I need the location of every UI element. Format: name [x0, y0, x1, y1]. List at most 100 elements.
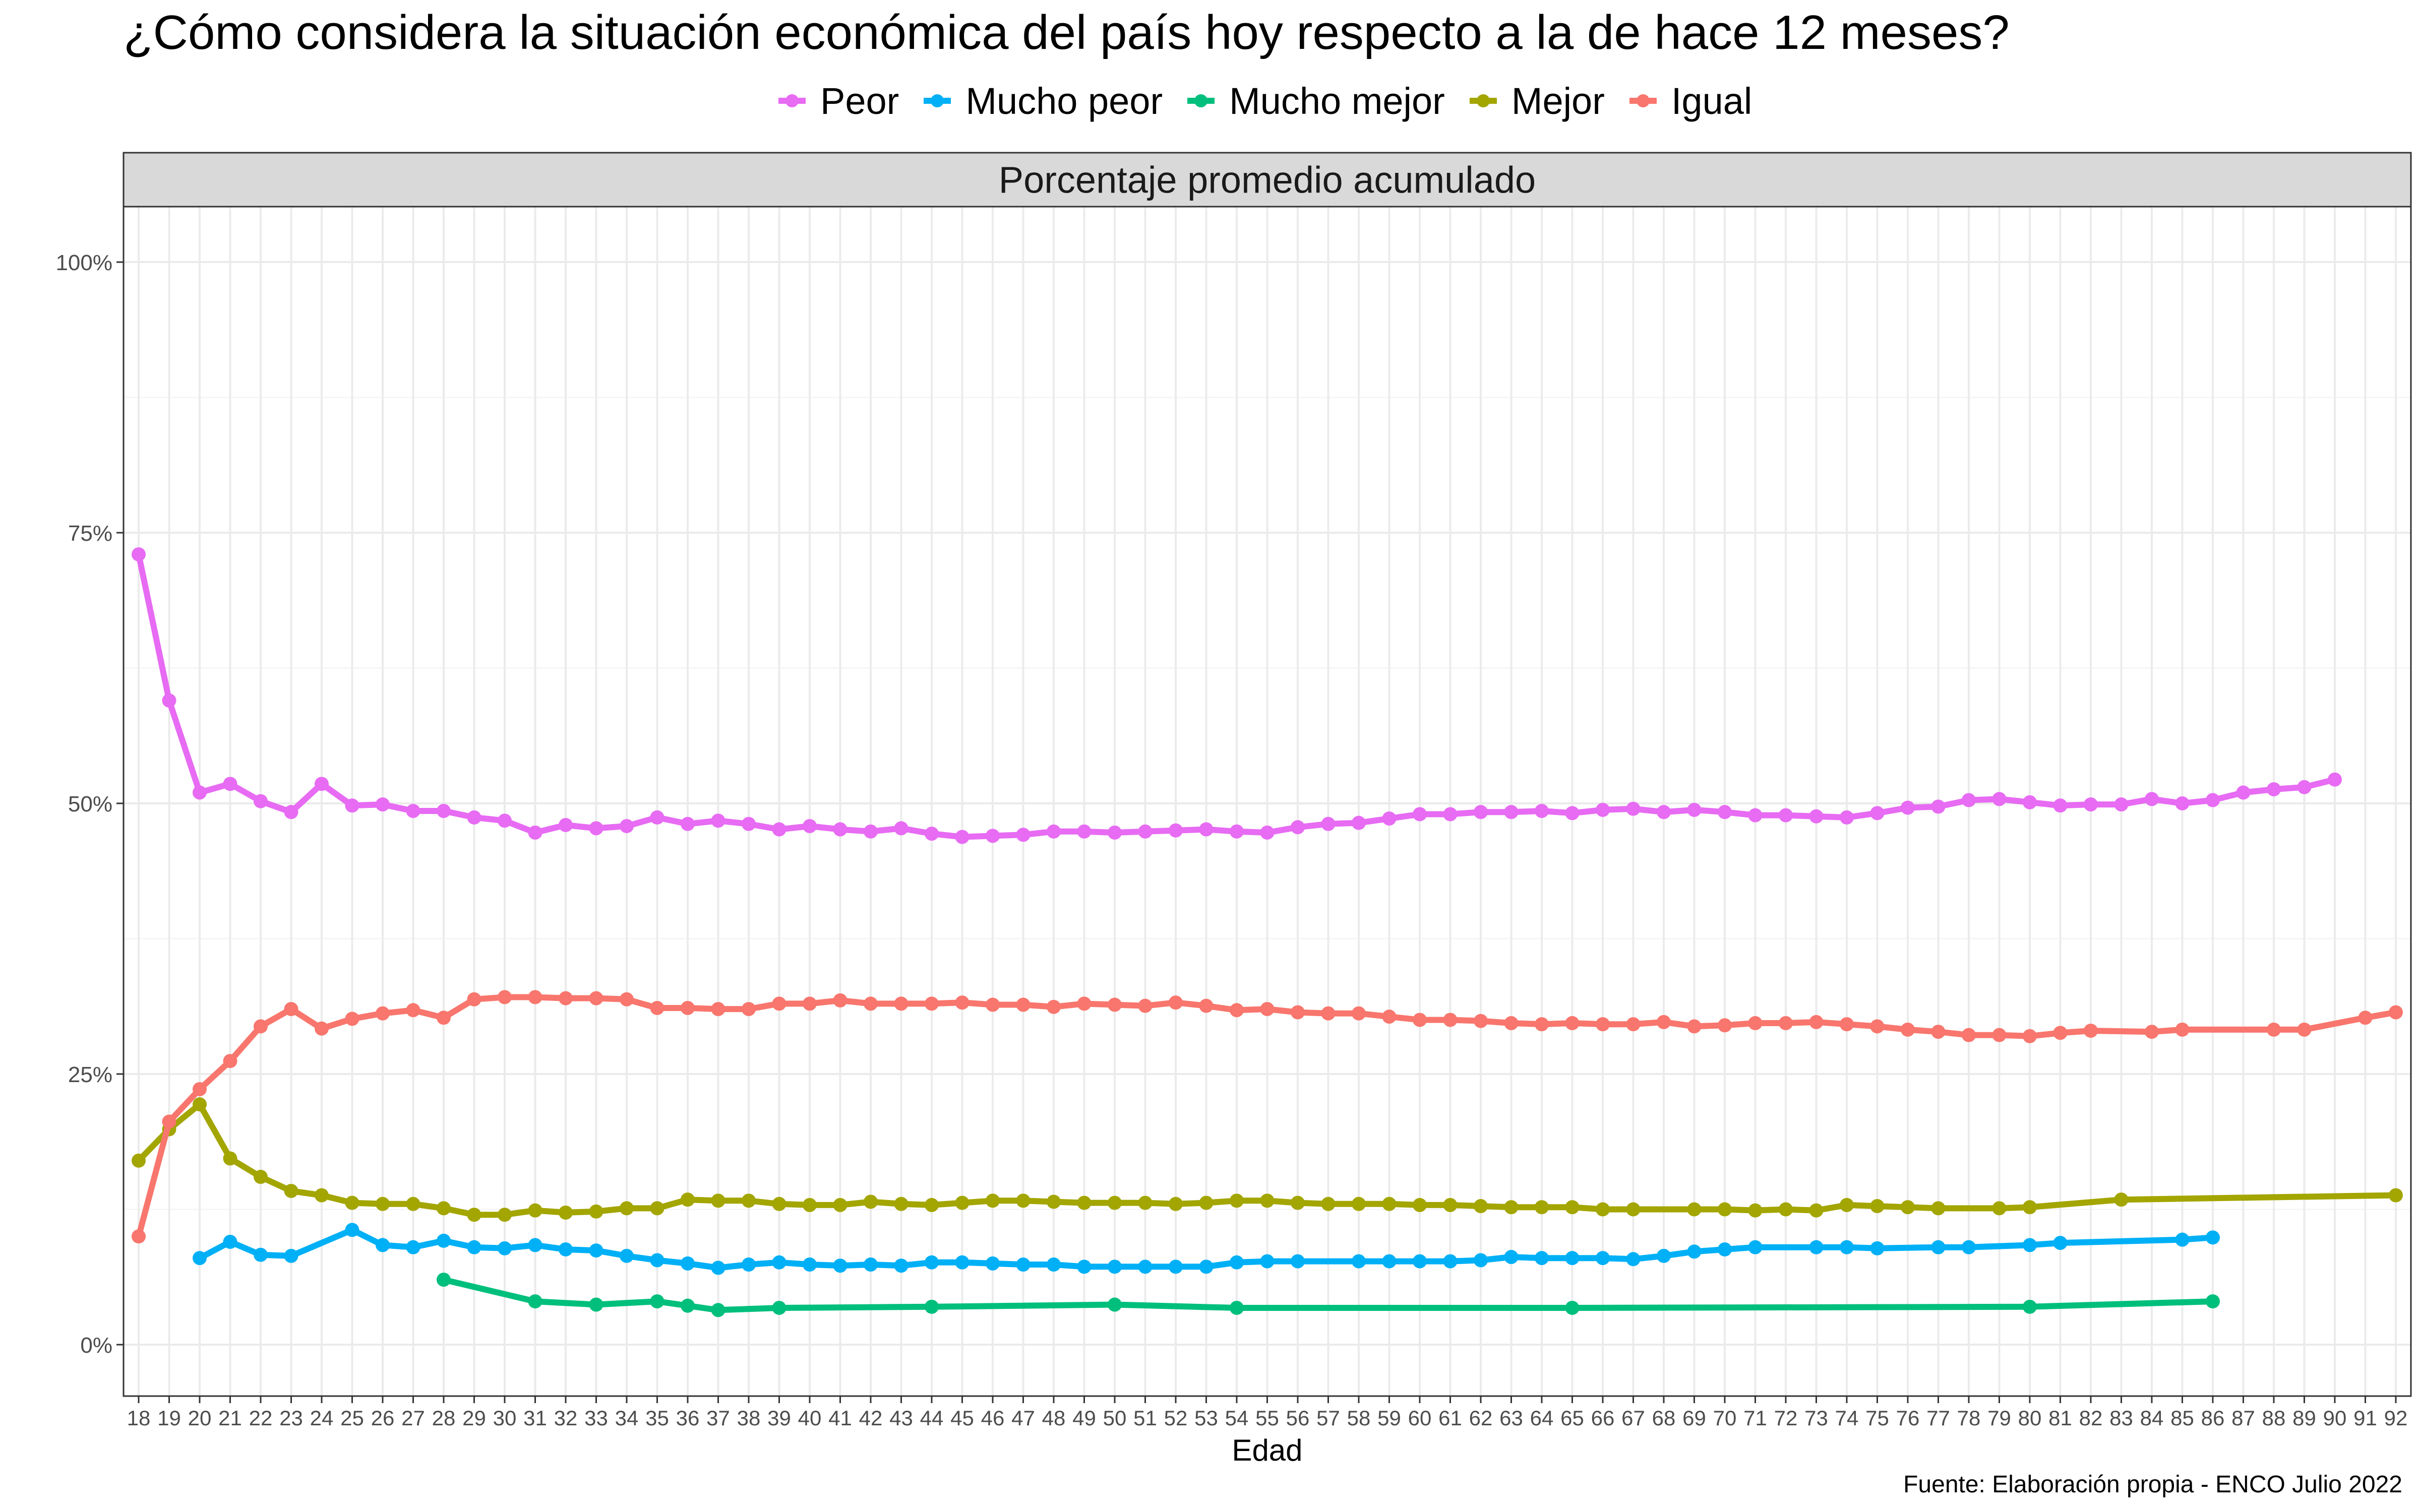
- data-point: [1016, 1257, 1031, 1272]
- data-point: [406, 804, 420, 818]
- legend-item: Mucho peor: [922, 80, 1163, 122]
- data-point: [162, 693, 176, 708]
- data-point: [1870, 1241, 1885, 1255]
- data-point: [925, 827, 939, 841]
- data-point: [803, 819, 817, 834]
- data-point: [2084, 1024, 2098, 1038]
- data-point: [1504, 1200, 1519, 1215]
- data-point: [1779, 808, 1793, 823]
- data-point: [1657, 805, 1671, 820]
- data-point: [894, 996, 909, 1011]
- data-point: [406, 1240, 420, 1254]
- data-point: [1901, 1200, 1915, 1215]
- x-tick-label: 73: [1804, 1406, 1828, 1430]
- x-tick-label: 38: [737, 1406, 761, 1430]
- data-point: [2053, 798, 2068, 813]
- data-point: [1199, 1195, 1214, 1210]
- data-point: [1260, 1254, 1275, 1269]
- legend-key: [1469, 94, 1497, 107]
- data-point: [1504, 1016, 1519, 1031]
- data-point: [1504, 1250, 1519, 1265]
- legend-key: [924, 94, 951, 107]
- data-point: [254, 1019, 268, 1034]
- chart-title: ¿Cómo considera la situación económica d…: [124, 6, 2010, 59]
- data-point: [1840, 1017, 1854, 1032]
- data-point: [589, 821, 603, 836]
- data-point: [1169, 1196, 1183, 1211]
- data-point: [1077, 824, 1092, 839]
- data-point: [1565, 806, 1580, 821]
- data-point: [193, 1251, 207, 1266]
- x-tick-label: 68: [1652, 1406, 1676, 1430]
- data-point: [1138, 824, 1153, 839]
- data-point: [1443, 1013, 1458, 1027]
- legend-item: Mucho mejor: [1185, 80, 1445, 122]
- data-point: [406, 1196, 420, 1211]
- data-point: [2175, 1232, 2190, 1247]
- data-point: [2175, 796, 2190, 810]
- data-point: [223, 1054, 237, 1068]
- data-point: [345, 798, 359, 813]
- data-point: [1626, 1252, 1641, 1267]
- data-point: [681, 1000, 695, 1015]
- x-tick-label: 90: [2323, 1406, 2347, 1430]
- x-tick-label: 51: [1133, 1406, 1157, 1430]
- x-tick-label: 36: [676, 1406, 700, 1430]
- data-point: [2389, 1188, 2403, 1203]
- data-point: [986, 829, 1000, 843]
- data-point: [681, 1298, 695, 1313]
- data-point: [1809, 1015, 1824, 1029]
- x-tick-label: 75: [1865, 1406, 1889, 1430]
- data-point: [437, 1011, 451, 1025]
- data-point: [986, 997, 1000, 1012]
- legend-label: Mejor: [1511, 80, 1605, 122]
- data-point: [498, 990, 512, 1004]
- data-point: [315, 777, 329, 791]
- data-point: [1199, 1259, 1214, 1274]
- data-point: [1748, 1203, 1763, 1218]
- data-point: [132, 1153, 146, 1168]
- legend-item: Peor: [776, 80, 899, 122]
- data-point: [1718, 805, 1732, 820]
- data-point: [1352, 1006, 1366, 1021]
- data-point: [1138, 998, 1153, 1013]
- x-tick-label: 32: [554, 1406, 578, 1430]
- data-point: [2206, 1294, 2220, 1309]
- data-point: [284, 805, 298, 820]
- x-tick-label: 69: [1682, 1406, 1706, 1430]
- data-point: [833, 993, 848, 1007]
- data-point: [803, 1257, 817, 1272]
- data-point: [132, 547, 146, 561]
- x-tick-label: 77: [1926, 1406, 1950, 1430]
- data-point: [772, 822, 786, 837]
- data-point: [376, 797, 390, 812]
- data-point: [1108, 1259, 1122, 1274]
- data-point: [2023, 1029, 2037, 1043]
- x-tick-label: 41: [828, 1406, 852, 1430]
- data-point: [406, 1003, 420, 1018]
- data-point: [1748, 1016, 1763, 1031]
- x-tick-label: 63: [1499, 1406, 1523, 1430]
- data-point: [1443, 1198, 1458, 1212]
- data-point: [803, 1198, 817, 1212]
- x-tick-label: 23: [279, 1406, 303, 1430]
- data-point: [345, 1195, 359, 1210]
- legend-key: [778, 94, 806, 107]
- data-point: [742, 1257, 756, 1272]
- data-point: [162, 1114, 176, 1129]
- data-point: [955, 1255, 970, 1270]
- data-point: [2023, 1200, 2037, 1215]
- series-peor: [132, 547, 2342, 844]
- data-point: [1291, 1005, 1305, 1020]
- x-tick-label: 54: [1225, 1406, 1249, 1430]
- x-tick-label: 39: [767, 1406, 791, 1430]
- data-point: [620, 1201, 634, 1216]
- data-point: [1474, 1253, 1488, 1268]
- x-tick-label: 91: [2353, 1406, 2377, 1430]
- data-point: [1626, 1017, 1641, 1032]
- data-point: [254, 1247, 268, 1262]
- data-point: [2297, 780, 2312, 794]
- data-point: [711, 813, 725, 828]
- data-point: [1321, 1196, 1336, 1211]
